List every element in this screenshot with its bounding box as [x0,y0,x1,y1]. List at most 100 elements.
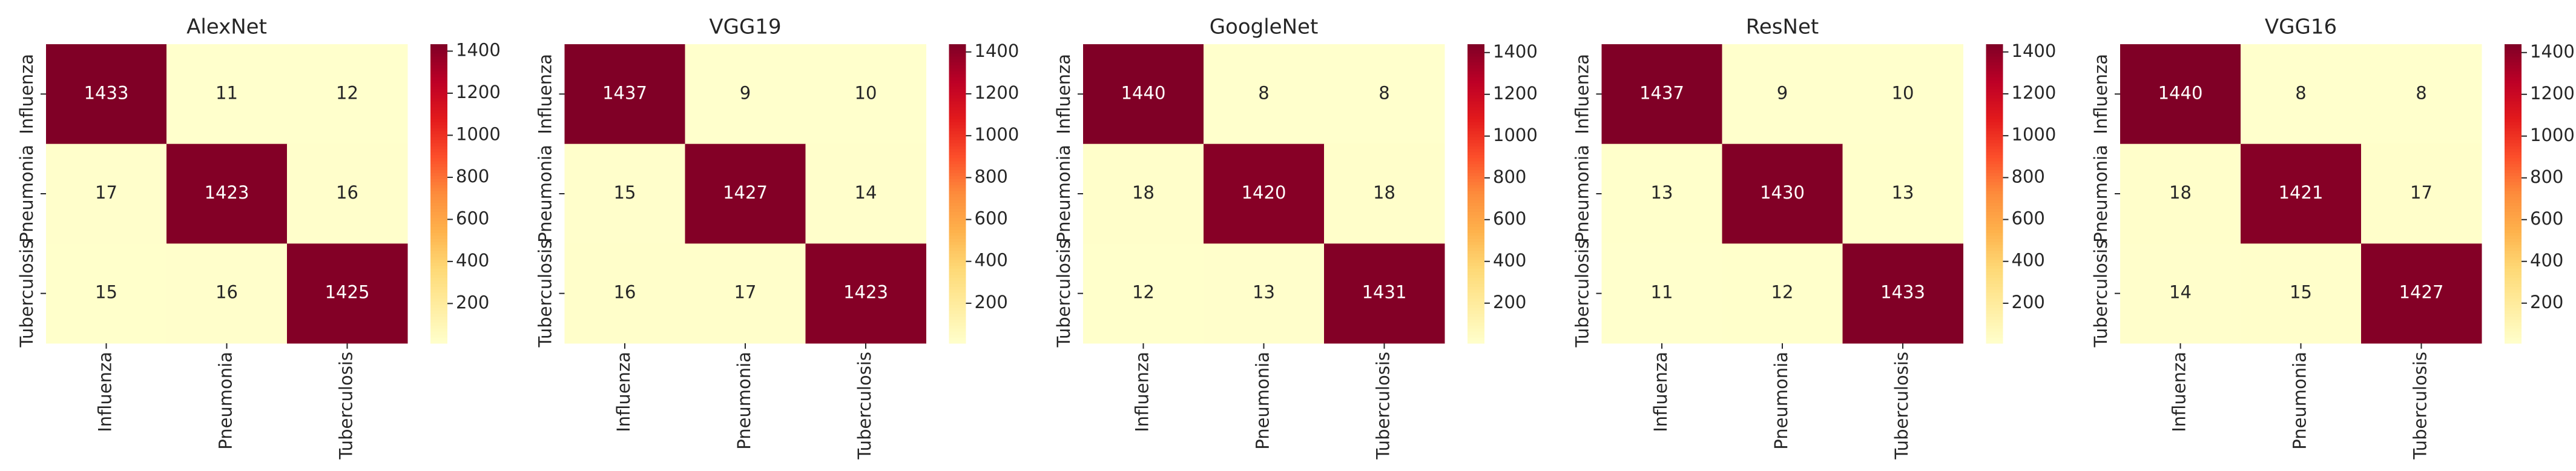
colorbar-tick-label: 200 [975,292,1008,312]
y-tick-label: Tuberculosis [2090,240,2111,348]
colorbar-segment [949,170,966,174]
cell-label: 1437 [1639,82,1684,103]
colorbar-segment [430,247,447,251]
colorbar-segment [2505,247,2522,251]
colorbar-segment [949,50,966,54]
colorbar-segment [1468,250,1484,254]
colorbar-segment [1986,163,2003,168]
colorbar-segment [2505,194,2522,197]
colorbar-segment [1468,280,1484,284]
colorbar-segment [430,176,447,179]
colorbar-segment [430,307,447,311]
colorbar-segment [1468,319,1484,323]
colorbar-segment [949,104,966,108]
colorbar-segment [430,236,447,239]
cell-label: 1440 [2158,82,2203,103]
colorbar-segment [2505,298,2522,302]
colorbar-segment [430,199,447,203]
heatmap-cell [1842,44,1963,145]
colorbar-segment [430,128,447,131]
colorbar-segment [2505,125,2522,128]
colorbar-segment [430,77,447,81]
colorbar-tick-label: 1200 [2012,82,2057,103]
colorbar-segment [430,53,447,57]
colorbar-tick-label: 200 [2530,292,2563,312]
colorbar-segment [1986,65,2003,69]
colorbar-segment [1986,131,2003,134]
colorbar-segment [949,199,966,203]
colorbar-tick-label: 600 [975,208,1008,229]
colorbar-segment [949,188,966,191]
x-tick-label: Pneumonia [216,352,236,450]
colorbar-segment [1468,94,1484,99]
y-tick-label: Pneumonia [2090,145,2111,243]
colorbar-segment [949,316,966,320]
y-tick-label: Tuberculosis [535,240,556,348]
colorbar-segment [2505,268,2522,272]
colorbar-segment [949,196,966,200]
heatmap-cell [1842,243,1963,344]
cell-label: 16 [336,182,358,203]
y-tick-label: Influenza [2090,54,2111,134]
colorbar-tick-label: 600 [1493,208,1526,229]
colorbar-segment [1468,77,1484,81]
colorbar-segment [1986,301,2003,305]
colorbar-segment [1468,232,1484,236]
colorbar-segment [1468,191,1484,194]
colorbar-segment [1986,256,2003,260]
colorbar-tick-label: 400 [2530,250,2563,271]
colorbar-segment [1468,47,1484,51]
heatmap-cell [2241,44,2362,145]
heatmap-cell [1722,44,1843,145]
colorbar-segment [430,295,447,299]
colorbar-segment [2505,295,2522,299]
colorbar-segment [2505,310,2522,314]
colorbar-segment [949,191,966,194]
colorbar-segment [949,337,966,341]
colorbar-segment [1986,236,2003,239]
colorbar-segment [1468,340,1484,344]
colorbar-segment [430,188,447,191]
x-tick-label: Pneumonia [2290,352,2310,450]
colorbar-segment [1468,128,1484,131]
colorbar-segment [430,166,447,171]
cell-label: 18 [1373,182,1395,203]
colorbar-segment [1468,137,1484,140]
heatmap-cell [2361,243,2482,344]
colorbar-segment [949,274,966,278]
colorbar-segment [430,319,447,323]
colorbar-segment [1468,173,1484,176]
colorbar-segment [949,232,966,236]
cell-label: 10 [1892,82,1914,103]
x-tick-label: Influenza [1650,352,1671,432]
colorbar-segment [430,283,447,287]
colorbar-segment [1468,188,1484,191]
colorbar-tick-label: 1400 [1493,41,1538,62]
colorbar-segment [2505,220,2522,224]
colorbar-segment [430,226,447,230]
colorbar-segment [2505,313,2522,317]
colorbar-segment [430,286,447,290]
colorbar-segment [949,208,966,212]
colorbar-segment [430,44,447,48]
colorbar-segment [2505,173,2522,176]
colorbar-tick-label: 1000 [2012,124,2057,145]
colorbar-segment [949,242,966,245]
heatmap-cell [1601,143,1722,244]
colorbar-segment [430,265,447,269]
colorbar-segment [949,166,966,171]
colorbar-segment [430,185,447,188]
colorbar-segment [430,151,447,156]
colorbar-segment [2505,97,2522,102]
cell-label: 1433 [84,82,129,103]
colorbar-segment [430,310,447,314]
colorbar-segment [949,277,966,281]
colorbar-segment [1986,100,2003,105]
colorbar-segment [430,100,447,105]
colorbar-segment [1468,163,1484,168]
colorbar-segment [949,145,966,150]
heatmap-cell [287,44,408,145]
colorbar-segment [2505,151,2522,156]
colorbar-segment [430,83,447,87]
colorbar-segment [1986,316,2003,320]
